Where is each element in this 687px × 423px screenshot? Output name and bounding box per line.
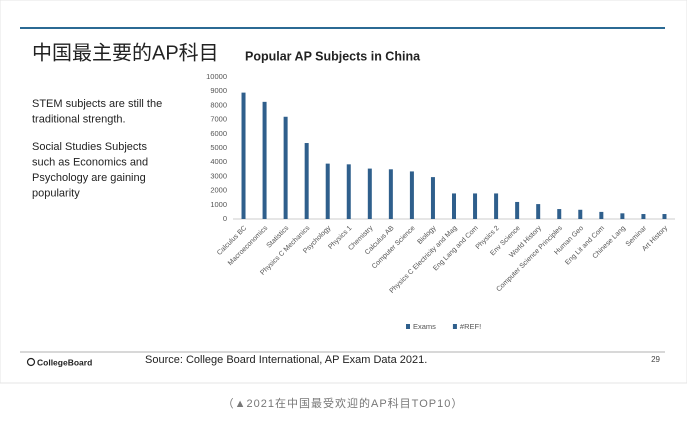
- legend-swatch: [452, 324, 457, 329]
- y-tick-label: 4000: [210, 157, 227, 166]
- bullet-text: Social Studies Subjects: [32, 141, 147, 153]
- bar: [409, 171, 414, 219]
- bar: [367, 168, 372, 219]
- y-tick-label: 1000: [210, 200, 227, 209]
- y-tick-label: 7000: [210, 115, 227, 124]
- bar: [578, 209, 583, 219]
- bullet-text: STEM subjects are still the: [32, 98, 162, 110]
- bullet-text: Psychology are gaining: [32, 172, 146, 184]
- y-tick-label: 6000: [210, 129, 227, 138]
- y-tick-label: 9000: [210, 86, 227, 95]
- caption: （▲2021在中国最受欢迎的AP科目TOP10）: [223, 396, 464, 410]
- bar: [452, 193, 456, 219]
- bar: [262, 101, 267, 219]
- bar: [557, 209, 562, 219]
- y-tick-label: 10000: [206, 72, 227, 81]
- bar: [536, 204, 541, 219]
- bar: [515, 201, 520, 219]
- bullet-text: such as Economics and: [32, 156, 148, 168]
- bar: [241, 92, 246, 219]
- bullet-text: popularity: [32, 187, 80, 199]
- y-tick-label: 2000: [210, 186, 227, 195]
- bar: [620, 213, 625, 219]
- chart-title: Popular AP Subjects in China: [245, 49, 421, 63]
- bullet-text: traditional strength.: [32, 113, 126, 125]
- legend-swatch: [406, 324, 410, 329]
- y-tick-label: 3000: [210, 171, 227, 180]
- bar: [641, 214, 646, 219]
- page-number: 29: [651, 355, 660, 364]
- legend-label: #REF!: [460, 322, 481, 331]
- bar: [662, 214, 667, 219]
- bar: [304, 143, 309, 219]
- bar: [494, 193, 499, 219]
- y-tick-label: 5000: [210, 143, 227, 152]
- slide: [0, 0, 687, 384]
- logo-icon: [26, 357, 36, 367]
- legend-label: Exams: [413, 322, 436, 331]
- bar: [430, 177, 435, 219]
- bar: [473, 193, 478, 219]
- bar: [388, 169, 393, 219]
- slide-title: 中国最主要的AP科目: [32, 41, 219, 64]
- bar: [346, 164, 351, 219]
- bar: [283, 116, 288, 219]
- y-tick-label: 0: [223, 214, 227, 223]
- y-tick-label: 8000: [210, 100, 227, 109]
- bar: [325, 163, 330, 219]
- bar: [599, 211, 604, 219]
- logo: CollegeBoard: [37, 357, 92, 367]
- source: Source: College Board International, AP …: [145, 354, 427, 366]
